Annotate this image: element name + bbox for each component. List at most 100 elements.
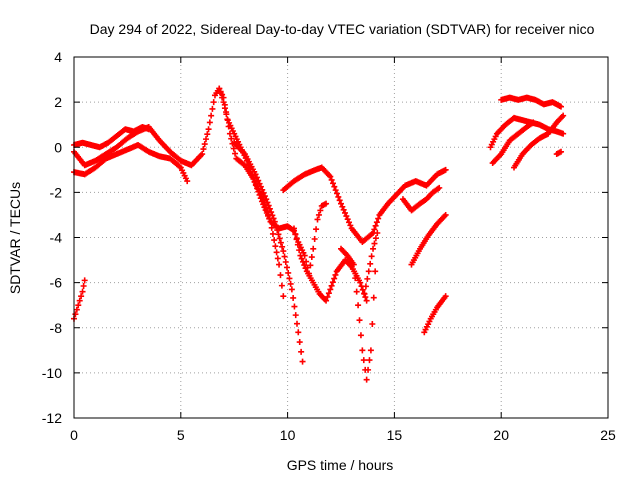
data-point: [368, 253, 375, 260]
data-point: [372, 235, 379, 242]
data-point: [204, 131, 211, 138]
data-point: [366, 357, 373, 364]
series-arc-b: [71, 141, 191, 185]
x-tick-label: 20: [493, 427, 509, 443]
data-point: [299, 358, 306, 365]
data-point: [442, 211, 449, 218]
data-point: [299, 258, 306, 265]
data-point: [78, 293, 85, 300]
data-point: [268, 224, 275, 231]
data-point: [264, 199, 271, 206]
data-point: [273, 222, 280, 229]
data-point: [332, 187, 339, 194]
data-point: [260, 189, 267, 196]
data-point: [280, 248, 287, 255]
data-point: [280, 293, 287, 300]
data-point: [72, 311, 79, 318]
series-arc-o: [498, 94, 565, 110]
data-point: [370, 245, 377, 252]
data-point: [359, 347, 366, 354]
data-point: [308, 254, 315, 261]
data-point: [331, 183, 338, 190]
series-arc-p: [489, 119, 537, 167]
data-point: [278, 282, 285, 289]
series-arc-k: [399, 184, 443, 214]
data-point: [323, 297, 330, 304]
x-tick-label: 15: [387, 427, 403, 443]
data-point: [560, 112, 567, 119]
y-tick-label: 2: [54, 94, 62, 110]
data-point: [199, 151, 206, 158]
data-point: [350, 261, 357, 268]
data-point: [327, 173, 334, 180]
data-point: [335, 193, 342, 200]
data-point: [209, 105, 216, 112]
data-point: [295, 329, 302, 336]
data-point: [293, 320, 300, 327]
data-point: [221, 105, 228, 112]
data-point: [436, 184, 443, 191]
data-point: [353, 288, 360, 295]
data-point: [282, 258, 289, 265]
data-point: [269, 230, 276, 237]
data-point: [261, 193, 268, 200]
data-point: [259, 186, 266, 193]
data-point: [219, 94, 226, 101]
data-point: [298, 255, 305, 262]
y-axis-label: SDTVAR / TECUs: [7, 182, 23, 294]
data-point: [311, 236, 318, 243]
data-point: [329, 180, 336, 187]
data-point: [271, 237, 278, 244]
data-point: [285, 269, 292, 276]
data-point: [332, 271, 339, 278]
data-point: [352, 275, 359, 282]
data-point: [256, 180, 263, 187]
data-point: [274, 255, 281, 262]
data-point: [272, 243, 279, 250]
data-point: [81, 277, 88, 284]
data-point: [266, 205, 273, 212]
data-point: [357, 332, 364, 339]
data-point: [325, 290, 332, 297]
data-point: [364, 275, 371, 282]
data-point: [558, 103, 565, 110]
y-tick-label: 0: [54, 139, 62, 155]
data-point: [371, 226, 378, 233]
data-point: [442, 166, 449, 173]
data-point: [356, 317, 363, 324]
data-point: [184, 178, 191, 185]
data-point: [375, 215, 382, 222]
data-point: [362, 283, 369, 290]
data-point: [373, 219, 380, 226]
data-point: [296, 339, 303, 346]
data-point: [201, 141, 208, 148]
data-point: [79, 288, 86, 295]
data-point: [328, 282, 335, 289]
data-point: [271, 218, 278, 225]
data-point: [374, 229, 381, 236]
data-point: [367, 260, 374, 267]
data-point: [256, 191, 263, 198]
data-point: [343, 213, 350, 220]
data-point: [208, 112, 215, 119]
data-point: [257, 195, 264, 202]
data-point: [291, 303, 298, 310]
data-point: [228, 135, 235, 142]
series-arc-h: [280, 164, 449, 246]
data-point: [277, 239, 284, 246]
data-point: [206, 119, 213, 126]
series-arc-m: [421, 293, 449, 336]
series-arc-r: [553, 148, 565, 158]
data-point: [298, 348, 305, 355]
y-tick-label: 4: [54, 49, 62, 65]
data-point: [372, 222, 379, 229]
data-point: [365, 366, 372, 373]
data-point: [255, 188, 262, 195]
data-point: [210, 99, 217, 106]
data-point: [230, 145, 237, 152]
data-point: [220, 99, 227, 106]
y-tick-label: -12: [42, 410, 62, 426]
data-point: [371, 240, 378, 247]
x-tick-label: 10: [280, 427, 296, 443]
